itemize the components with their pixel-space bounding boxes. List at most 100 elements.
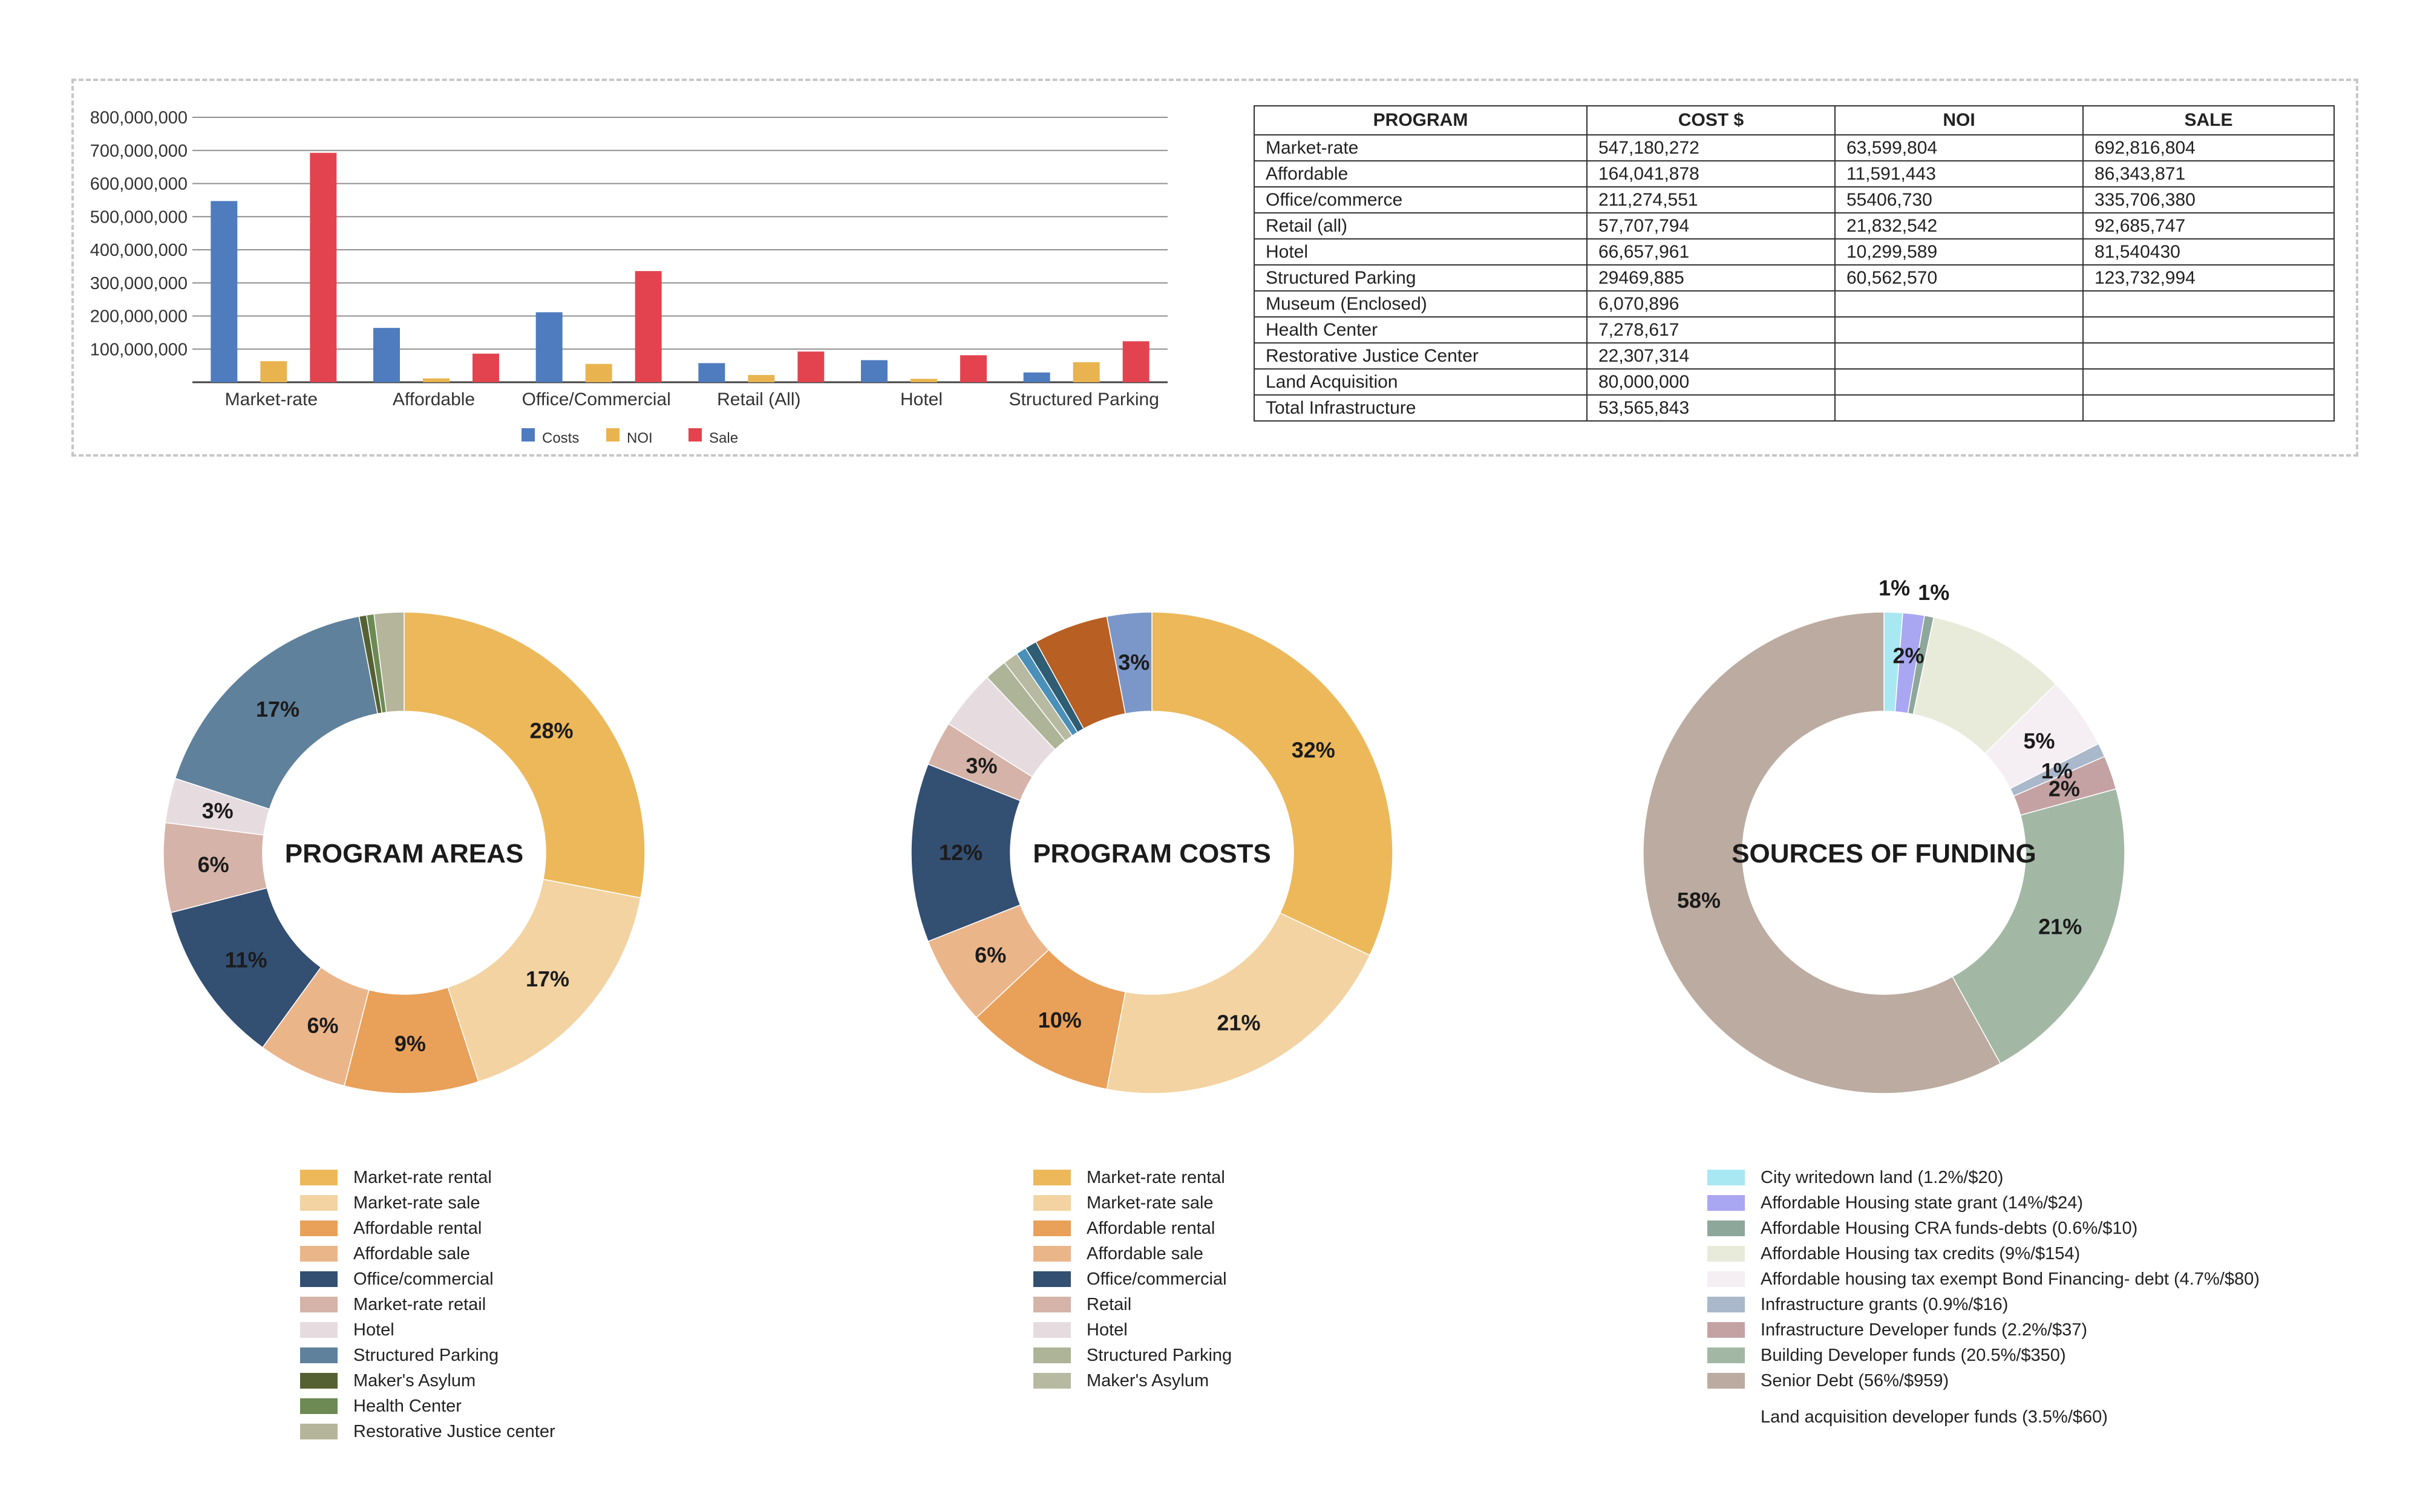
legend-label: Infrastructure Developer funds (2.2%/$37… xyxy=(1761,1320,2087,1340)
table-cell: 53,565,843 xyxy=(1586,394,1836,422)
table-cell: 80,000,000 xyxy=(1586,368,1836,396)
table-cell xyxy=(1834,368,2084,396)
legend-swatch xyxy=(1707,1195,1745,1211)
table-row: Museum (Enclosed) 6,070,896 xyxy=(1254,290,2335,318)
legend-item: Market-rate rental xyxy=(300,1165,555,1190)
legend-label: City writedown land (1.2%/$20) xyxy=(1761,1167,2004,1187)
program-table: PROGRAM COST $ NOI SALE Market-rate 547,180,… xyxy=(1254,105,2335,422)
legend-item: Affordable housing tax exempt Bond Finan… xyxy=(1707,1266,2260,1292)
table-cell: 92,685,747 xyxy=(2082,212,2335,240)
legend-label-costs: Costs xyxy=(542,430,579,446)
table-cell: 7,278,617 xyxy=(1586,316,1836,344)
legend-swatch xyxy=(1033,1220,1071,1236)
legend-item: Office/commercial xyxy=(1033,1266,1232,1292)
legend-swatch xyxy=(1033,1170,1071,1185)
table-cell xyxy=(2082,290,2335,318)
legend-label: Affordable housing tax exempt Bond Finan… xyxy=(1761,1269,2260,1289)
legend-swatch xyxy=(300,1195,338,1211)
legend-item: Affordable rental xyxy=(1033,1216,1232,1241)
y-tick-label: 700,000,000 xyxy=(90,142,188,161)
legend-swatch xyxy=(300,1271,338,1287)
legend-item: Affordable Housing CRA funds-debts (0.6%… xyxy=(1707,1216,2260,1241)
table-cell: 6,070,896 xyxy=(1586,290,1836,318)
table-cell xyxy=(1834,342,2084,370)
y-tick-label: 600,000,000 xyxy=(90,175,188,194)
table-cell: Hotel xyxy=(1254,238,1588,266)
legend-swatch xyxy=(1707,1271,1745,1287)
legend-swatch xyxy=(1707,1347,1745,1363)
top-panel-frame xyxy=(71,79,2358,457)
legend-label: Market-rate rental xyxy=(353,1167,492,1187)
x-tick-label: Market-rate xyxy=(225,389,318,409)
legend-label-noi: NOI xyxy=(627,430,653,446)
y-tick-label: 400,000,000 xyxy=(90,241,188,260)
table-header-cost: COST $ xyxy=(1586,105,1836,135)
legend-label: Office/commercial xyxy=(1087,1269,1227,1289)
table-row: Land Acquisition 80,000,000 xyxy=(1254,368,2335,396)
legend-item: Maker's Asylum xyxy=(1033,1368,1232,1393)
legend-item: Hotel xyxy=(1033,1317,1232,1343)
legend-swatch xyxy=(1033,1246,1071,1262)
legend-item: Senior Debt (56%/$959) xyxy=(1707,1368,2260,1393)
legend-label: Affordable sale xyxy=(1087,1243,1203,1263)
table-cell: 11,591,443 xyxy=(1834,160,2084,187)
legend-label: Market-rate rental xyxy=(1087,1167,1225,1187)
y-tick-label: 100,000,000 xyxy=(90,340,188,359)
table-cell: 63,599,804 xyxy=(1834,134,2084,161)
x-tick-label: Hotel xyxy=(900,389,943,409)
table-cell: Retail (all) xyxy=(1254,212,1588,240)
legend-label: Affordable Housing CRA funds-debts (0.6%… xyxy=(1761,1218,2138,1238)
legend-label: Affordable rental xyxy=(353,1218,482,1238)
legend-label: Retail xyxy=(1087,1294,1132,1314)
legend-swatch-sale xyxy=(688,428,702,442)
table-cell xyxy=(2082,342,2335,370)
legend-swatch xyxy=(300,1347,338,1363)
sources-of-funding-legend: City writedown land (1.2%/$20) Affordable… xyxy=(1707,1165,2260,1430)
legend-swatch xyxy=(300,1297,338,1312)
y-tick-label: 200,000,000 xyxy=(90,307,188,327)
legend-swatch xyxy=(300,1398,338,1414)
table-header-noi: NOI xyxy=(1834,105,2084,135)
legend-swatch xyxy=(300,1322,338,1338)
table-row: Total Infrastructure 53,565,843 xyxy=(1254,394,2335,422)
table-row: Market-rate 547,180,272 63,599,804 692,816,… xyxy=(1254,134,2335,161)
legend-label-sale: Sale xyxy=(709,430,738,446)
legend-swatch xyxy=(1707,1220,1745,1236)
bar-sale-hotel xyxy=(960,355,987,382)
x-tick-label: Office/Commercial xyxy=(522,389,671,409)
legend-label: Affordable sale xyxy=(353,1243,470,1263)
legend-item: Market-rate sale xyxy=(1033,1190,1232,1216)
legend-swatch xyxy=(1033,1297,1071,1312)
table-cell: 81,540430 xyxy=(2082,238,2335,266)
table-cell xyxy=(2082,368,2335,396)
legend-swatch xyxy=(1707,1322,1745,1338)
legend-label: Affordable Housing tax credits (9%/$154) xyxy=(1761,1243,2081,1263)
bar-costs-retail-all xyxy=(698,363,725,382)
bar-noi-office-commercial xyxy=(585,363,612,382)
table-cell: 60,562,570 xyxy=(1834,264,2084,292)
table-cell: 692,816,804 xyxy=(2082,134,2335,161)
legend-label: Hotel xyxy=(353,1320,394,1340)
bar-costs-office-commercial xyxy=(535,312,563,382)
legend-item: Retail xyxy=(1033,1292,1232,1317)
legend-label: Land acquisition developer funds (3.5%/$… xyxy=(1761,1407,2108,1427)
legend-label: Market-rate sale xyxy=(1087,1193,1214,1213)
bar-sale-structured-parking xyxy=(1122,341,1150,382)
legend-swatch xyxy=(300,1246,338,1262)
legend-swatch xyxy=(1033,1347,1071,1363)
legend-item: Building Developer funds (20.5%/$350) xyxy=(1707,1343,2260,1368)
table-row: Retail (all) 57,707,794 21,832,542 92,685,7… xyxy=(1254,212,2335,240)
legend-label: Senior Debt (56%/$959) xyxy=(1761,1370,1949,1390)
y-tick-label: 500,000,000 xyxy=(90,207,188,227)
table-header-row: PROGRAM COST $ NOI SALE xyxy=(1254,105,2335,135)
legend-item: Market-rate sale xyxy=(300,1190,555,1216)
table-row: Office/commerce 211,274,551 55406,730 335,7… xyxy=(1254,186,2335,213)
table-cell: 57,707,794 xyxy=(1586,212,1836,240)
legend-item: Affordable sale xyxy=(1033,1241,1232,1266)
legend-item: Health Center xyxy=(300,1393,555,1419)
bar-noi-hotel xyxy=(911,379,937,382)
table-row: Hotel 66,657,961 10,299,589 81,540430 xyxy=(1254,238,2335,266)
table-header-sale: SALE xyxy=(2082,105,2335,135)
